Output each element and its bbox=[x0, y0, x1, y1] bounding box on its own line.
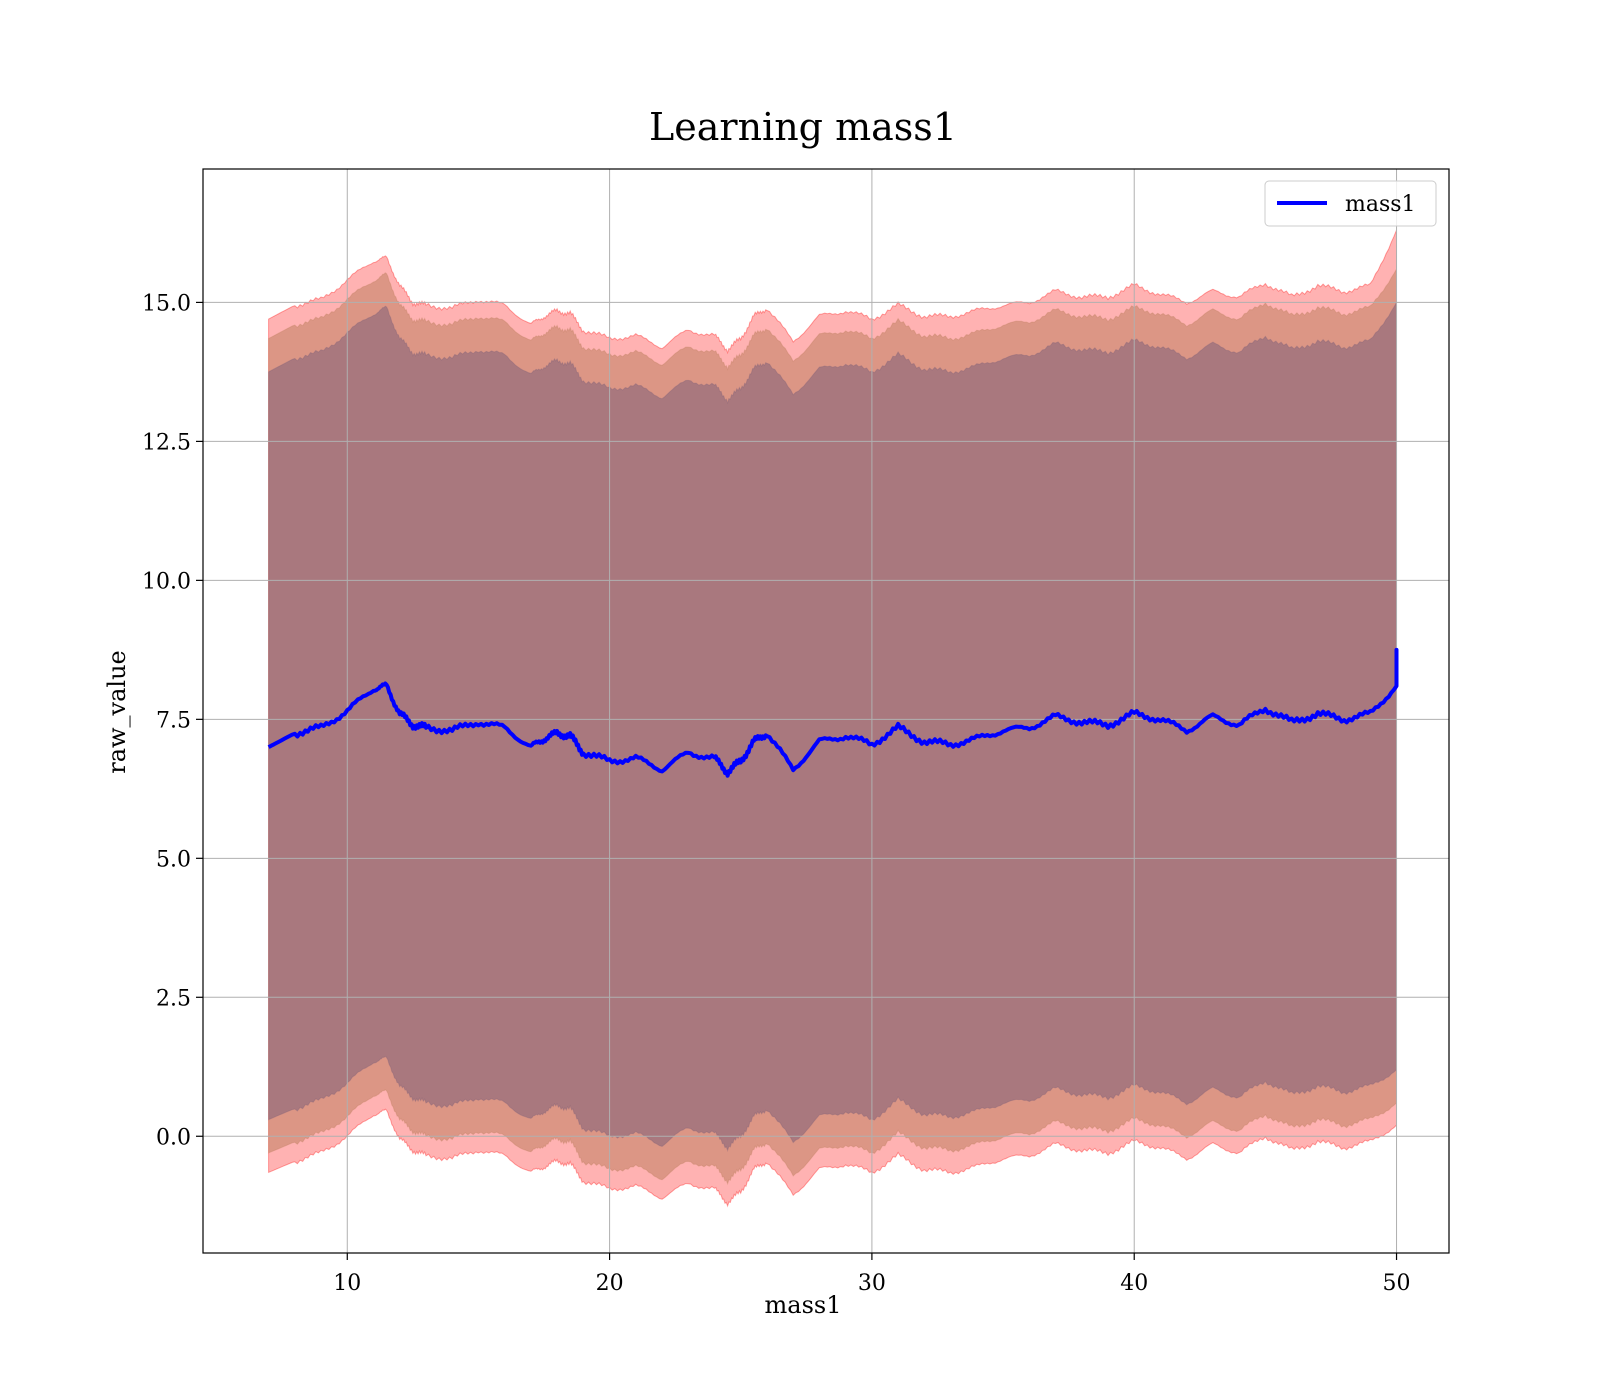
y-tick-label: 0.0 bbox=[156, 1125, 191, 1150]
x-tick-label: 50 bbox=[1383, 1271, 1411, 1296]
y-tick-label: 12.5 bbox=[142, 430, 191, 455]
chart-title: Learning mass1 bbox=[649, 105, 957, 149]
y-tick-label: 10.0 bbox=[142, 569, 191, 594]
x-axis-ticks: 10 20 30 40 50 bbox=[333, 1253, 1411, 1296]
x-axis-label: mass1 bbox=[765, 1291, 842, 1319]
y-tick-label: 7.5 bbox=[156, 708, 191, 733]
plot-area-frame bbox=[202, 168, 1450, 1254]
y-axis-ticks: 0.0 2.5 5.0 7.5 10.0 12.5 15.0 bbox=[142, 291, 203, 1150]
x-tick-label: 30 bbox=[858, 1271, 886, 1296]
x-tick-label: 10 bbox=[333, 1271, 361, 1296]
legend: mass1 bbox=[1264, 180, 1437, 227]
y-tick-label: 5.0 bbox=[156, 847, 191, 872]
legend-box bbox=[1264, 180, 1437, 227]
x-tick-label: 40 bbox=[1120, 1271, 1148, 1296]
confidence-band-3 bbox=[268, 302, 1397, 1152]
legend-label-mass1: mass1 bbox=[1345, 192, 1416, 217]
grid bbox=[203, 169, 1449, 1253]
x-tick-label: 20 bbox=[596, 1271, 624, 1296]
y-tick-label: 2.5 bbox=[156, 986, 191, 1011]
y-axis-label: raw_value bbox=[103, 650, 131, 774]
series-lines bbox=[267, 647, 1399, 778]
y-tick-label: 15.0 bbox=[142, 291, 191, 316]
series-line-mass1 bbox=[267, 647, 1399, 778]
confidence-bands bbox=[268, 229, 1397, 1208]
